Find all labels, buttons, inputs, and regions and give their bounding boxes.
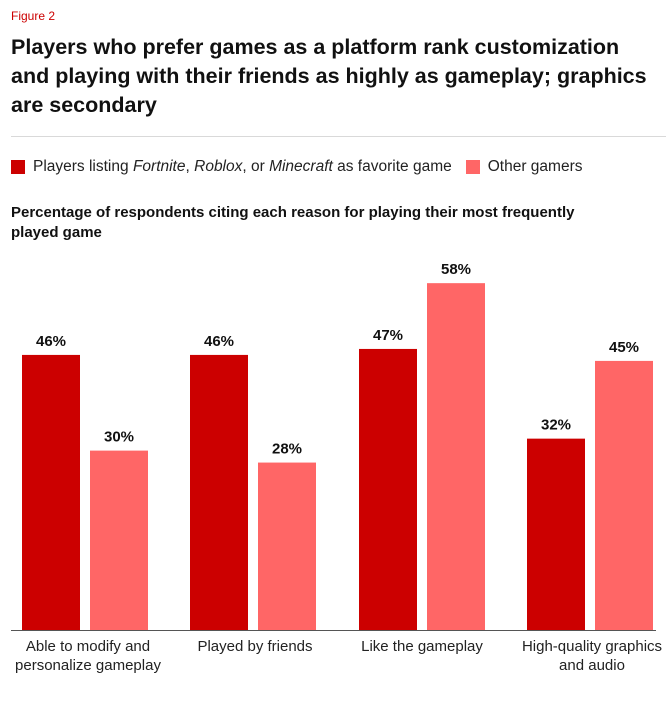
legend-swatch-series1: [11, 160, 25, 174]
chart-title: Players who prefer games as a platform r…: [11, 35, 647, 117]
bar-favorite-players: [22, 354, 80, 630]
data-label: 45%: [609, 339, 639, 356]
data-label: 32%: [541, 417, 571, 434]
bar-favorite-players: [359, 348, 417, 630]
data-label: 46%: [36, 333, 66, 350]
legend-item-other-gamers: Other gamers: [465, 158, 583, 176]
legend-swatch-series2: [465, 160, 480, 174]
x-tick-label: Able to modify and personalize gameplay: [15, 638, 161, 674]
data-label: 47%: [373, 327, 403, 344]
bar-favorite-players: [190, 354, 248, 630]
legend-label-series1: Players listing Fortnite, Roblox, or Min…: [33, 158, 452, 175]
data-label: 28%: [272, 441, 302, 458]
bar-other-gamers: [90, 450, 148, 630]
data-label: 58%: [441, 261, 471, 278]
data-label: 46%: [204, 333, 234, 350]
x-tick-label: High-quality graphics and audio: [521, 638, 663, 674]
x-tick-label: Played by friends: [197, 638, 313, 655]
x-tick-label: Like the gameplay: [361, 638, 483, 655]
divider: [11, 136, 666, 137]
bar-other-gamers: [427, 283, 485, 630]
legend-label-series2: Other gamers: [487, 158, 583, 175]
data-label: 30%: [104, 429, 134, 446]
legend-item-favorite-players: Players listing Fortnite, Roblox, or Min…: [11, 158, 452, 176]
bar-favorite-players: [527, 438, 585, 630]
legend: Players listing Fortnite, Roblox, or Min…: [11, 158, 583, 176]
chart-subtitle: Percentage of respondents citing each re…: [11, 204, 575, 241]
bar-other-gamers: [595, 360, 653, 630]
bar-other-gamers: [258, 462, 316, 630]
figure-label: Figure 2: [11, 9, 56, 23]
bar-chart: 46% 30% 46% 28% 47% 58% 32% 45%: [11, 261, 656, 631]
